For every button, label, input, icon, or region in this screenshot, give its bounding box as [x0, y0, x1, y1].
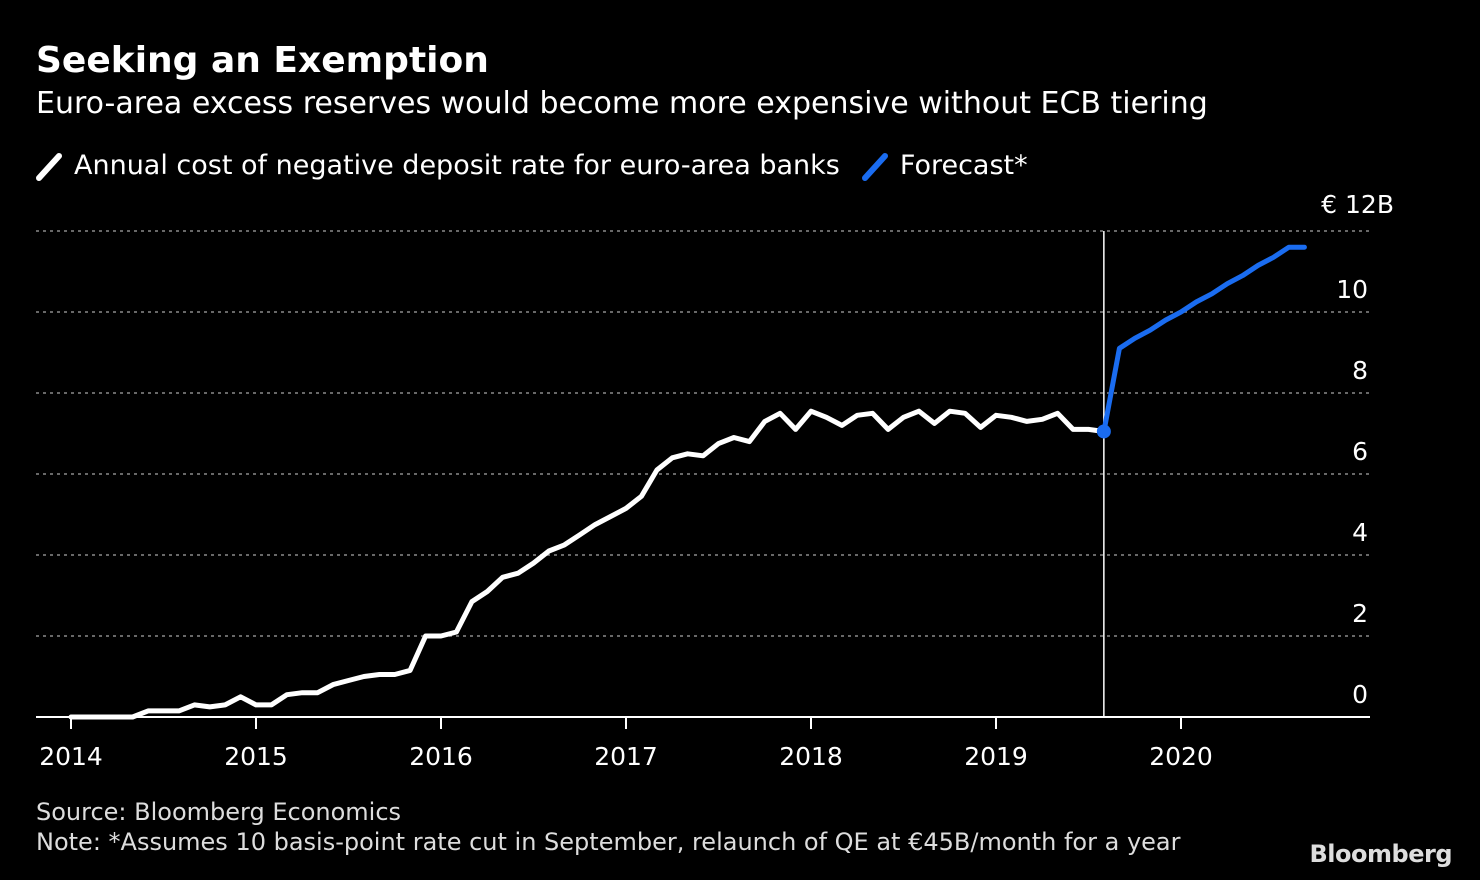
x-tick-label-2018: 2018 [779, 742, 843, 771]
legend-label-forecast: Forecast* [899, 150, 1028, 181]
y-tick-label-6: 6 [1352, 437, 1368, 466]
y-tick-label-2: 2 [1352, 599, 1368, 628]
x-tick-label-2017: 2017 [594, 742, 658, 771]
legend-item-forecast: Forecast* [861, 150, 1028, 181]
bloomberg-logo: Bloomberg [1309, 840, 1453, 868]
x-tick-label-2015: 2015 [224, 742, 288, 771]
legend-swatch-actual-icon [36, 152, 62, 181]
x-tick-label-2014: 2014 [39, 742, 103, 771]
legend-label-actual: Annual cost of negative deposit rate for… [74, 150, 840, 181]
series-line-1 [1101, 244, 1307, 434]
footnote: Note: *Assumes 10 basis-point rate cut i… [36, 828, 1181, 856]
y-unit-label: € 12B [1321, 190, 1394, 219]
chart-title: Seeking an Exemption [36, 40, 489, 81]
chart-legend: Annual cost of negative deposit rate for… [36, 150, 1050, 181]
y-tick-label-10: 10 [1336, 275, 1368, 304]
source-note: Source: Bloomberg Economics [36, 798, 402, 826]
forecast-start-point [1096, 424, 1111, 439]
y-tick-label-8: 8 [1352, 356, 1368, 385]
y-tick-label-4: 4 [1352, 518, 1368, 547]
x-tick-label-2019: 2019 [964, 742, 1028, 771]
x-tick-label-2020: 2020 [1149, 742, 1213, 771]
chart-subtitle: Euro-area excess reserves would become m… [36, 86, 1208, 121]
legend-item-actual: Annual cost of negative deposit rate for… [36, 150, 840, 181]
series-line-0 [68, 408, 1107, 720]
legend-swatch-forecast-icon [861, 152, 888, 181]
y-tick-label-0: 0 [1352, 680, 1368, 709]
x-tick-label-2016: 2016 [409, 742, 473, 771]
